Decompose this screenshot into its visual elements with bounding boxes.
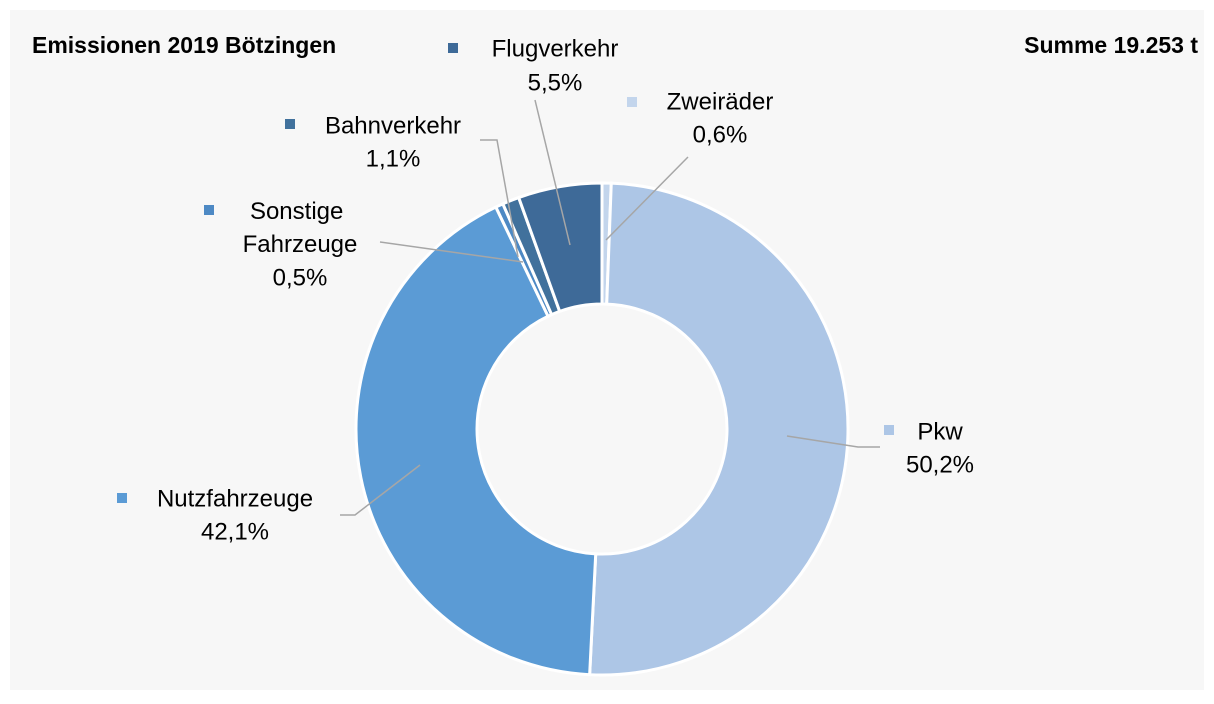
leader-line [786,435,880,448]
leader-line [605,156,689,241]
label-marker [285,119,295,129]
category-label: Flugverkehr [492,35,619,62]
donut-slice [354,205,598,677]
value-label: 1,1% [366,145,421,172]
value-label: 42,1% [201,518,269,545]
value-label: 0,5% [273,264,328,291]
leader-line [480,139,519,258]
donut-slice [516,181,604,314]
value-label: 50,2% [906,451,974,478]
chart-subtitle: Summe 19.253 t [1024,32,1198,58]
category-label: Sonstige Fahrzeuge [243,198,358,258]
label-marker [627,97,637,107]
label-marker [448,43,458,53]
label-marker [117,493,127,503]
category-label: Nutzfahrzeuge [157,485,313,512]
label-marker [204,205,214,215]
label-marker [884,425,894,435]
leader-line [534,99,571,246]
value-label: 0,6% [693,121,748,148]
chart-title: Emissionen 2019 Bötzingen [32,32,336,58]
category-label: Pkw [917,418,963,445]
value-label: 5,5% [528,69,583,96]
category-label: Zweiräder [667,88,774,115]
donut-slice [588,181,850,677]
leader-line [379,241,524,263]
category-label: Bahnverkehr [325,112,461,139]
leader-line [340,464,421,516]
